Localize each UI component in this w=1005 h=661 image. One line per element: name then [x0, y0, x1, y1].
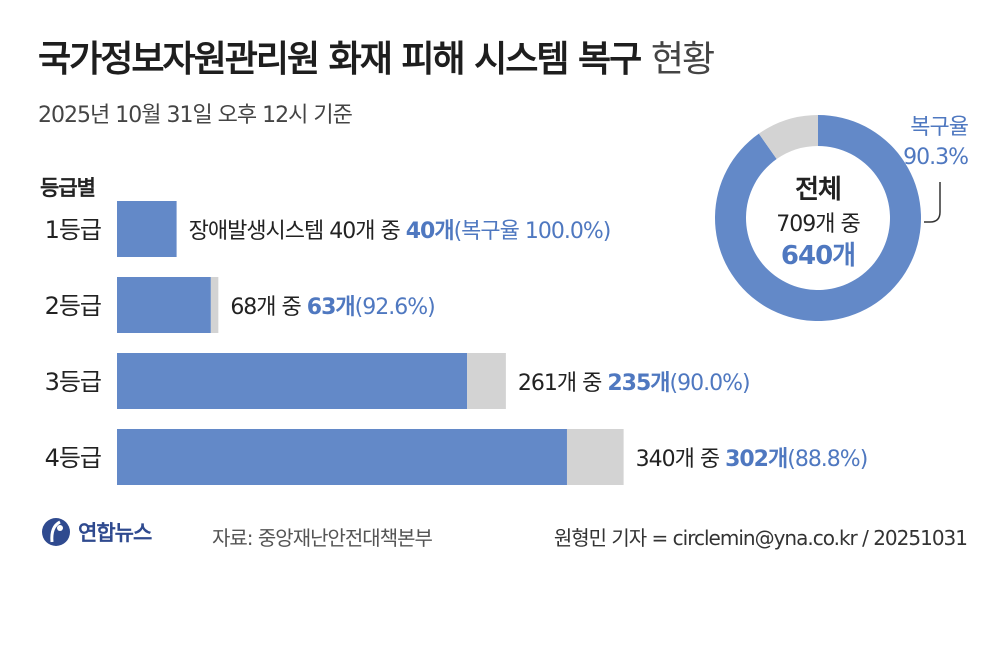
donut-center-title: 전체 [795, 175, 841, 205]
bar-remaining [566, 429, 624, 485]
data-label-recovered: 40개 [406, 219, 454, 244]
chart-canvas: 등급별 1등급 장애발생시스템 40개 중 40개(복구율 100.0%) 2등급 68… [40, 115, 970, 485]
bar-recovered [117, 353, 468, 409]
category-label: 2등급 [45, 292, 101, 320]
credit-note: 원형민 기자 = circlemin@yna.co.kr / 20251031 [553, 526, 968, 550]
data-label: 68개 중 63개(92.6%) [230, 295, 434, 320]
legend-header: 등급별 [40, 176, 95, 200]
data-label-recovered: 63개 [307, 295, 355, 320]
category-label: 1등급 [45, 216, 101, 244]
data-label-recovered: 302개 [725, 447, 787, 472]
data-label-prefix: 261개 중 [518, 371, 607, 396]
data-label-rate: (90.0%) [670, 371, 750, 396]
footer: 연합뉴스 자료: 중앙재난안전대책본부 원형민 기자 = circlemin@y… [0, 510, 1005, 560]
callout-label: 복구율 [910, 115, 968, 140]
donut-center-line: 709개 중 [776, 212, 860, 237]
data-label-recovered: 235개 [607, 371, 669, 396]
title-light: 현황 [650, 39, 715, 80]
category-label: 4등급 [45, 444, 101, 472]
logo-text: 연합뉴스 [78, 521, 152, 545]
donut-slice-recovered [715, 115, 922, 321]
category-label: 3등급 [45, 368, 101, 396]
bar-recovered [117, 429, 567, 485]
donut-slice-remaining [758, 115, 818, 160]
bar-recovered [117, 277, 211, 333]
yonhap-logo-icon [42, 518, 70, 546]
data-label-rate: (복구율 100.0%) [454, 219, 611, 244]
data-label-prefix: 68개 중 [230, 295, 306, 320]
title-main: 국가정보자원관리원 화재 피해 시스템 복구 [38, 39, 642, 80]
callout-leader-line [924, 182, 941, 223]
source-note: 자료: 중앙재난안전대책본부 [212, 526, 433, 550]
data-label-rate: (92.6%) [355, 295, 435, 320]
data-label: 261개 중 235개(90.0%) [518, 371, 750, 396]
data-label-rate: (88.8%) [787, 447, 867, 472]
data-label-prefix: 340개 중 [636, 447, 725, 472]
callout-value: 90.3% [903, 145, 968, 170]
bar-remaining [210, 277, 219, 333]
yonhap-logo: 연합뉴스 [40, 516, 152, 548]
chart-title: 국가정보자원관리원 화재 피해 시스템 복구 현황 [38, 30, 715, 82]
data-label: 장애발생시스템 40개 중 40개(복구율 100.0%) [189, 219, 611, 244]
donut-center-value: 640개 [781, 241, 855, 271]
chart-subtitle: 2025년 10월 31일 오후 12시 기준 [38, 103, 353, 128]
bar-recovered [117, 201, 177, 257]
bar-remaining [467, 353, 506, 409]
data-label-prefix: 장애발생시스템 40개 중 [189, 219, 406, 244]
data-label: 340개 중 302개(88.8%) [636, 447, 868, 472]
